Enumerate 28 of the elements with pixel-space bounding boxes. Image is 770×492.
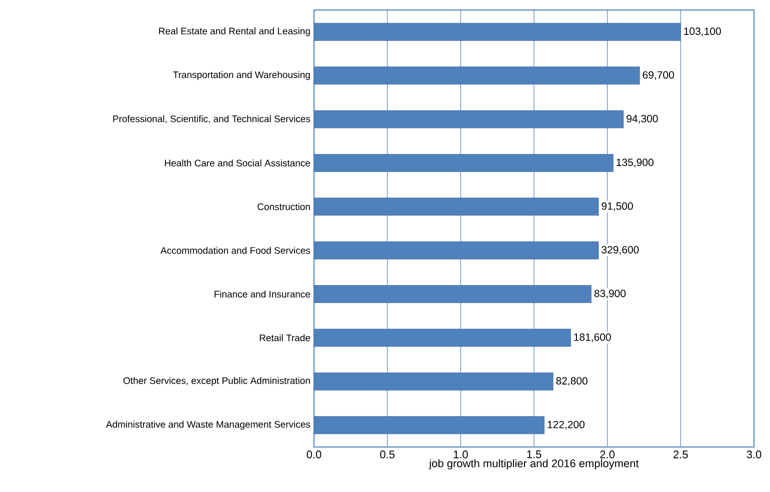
y-tick-label: Health Care and Social Assistance [164,159,310,166]
annotation: 122,200 [548,420,585,430]
y-tick-label: Construction [258,203,310,210]
y-tick-label: Accommodation and Food Services [160,246,310,254]
annotation: 94,300 [626,114,658,124]
annotation: 83,900 [594,290,626,298]
y-tick-label: Administrative and Waste Management Services [106,420,310,430]
x-axis-title: job growth multiplier and 2016 employment [428,459,639,470]
y-tick-label: Real Estate and Rental and Leasing [159,27,310,36]
y-tick-label: Professional, Scientific, and Technical Services [113,115,310,124]
x-tick-label: 1.0 [454,450,468,458]
annotation: 69,700 [642,71,674,80]
annotation: 82,800 [556,377,588,386]
y-tick-label: Transportation and Warehousing [173,71,310,80]
x-tick-label: 0.5 [380,450,395,458]
x-tick-label: 2.5 [674,450,688,458]
x-tick-label: 1.5 [527,450,542,458]
y-tick-label: Other Services, except Public Administration [123,377,310,386]
y-tick-label: Finance and Insurance [214,290,310,298]
annotation: 329,600 [602,246,639,255]
x-tick-label: 0.0 [306,450,322,458]
x-tick-label: 2.0 [600,450,615,458]
x-tick-label: 3.0 [746,450,762,458]
annotation: 103,100 [684,28,721,36]
annotation: 135,900 [616,158,654,168]
annotation: 91,500 [602,202,633,211]
annotation: 181,600 [574,333,611,342]
y-tick-label: Retail Trade [260,334,310,342]
